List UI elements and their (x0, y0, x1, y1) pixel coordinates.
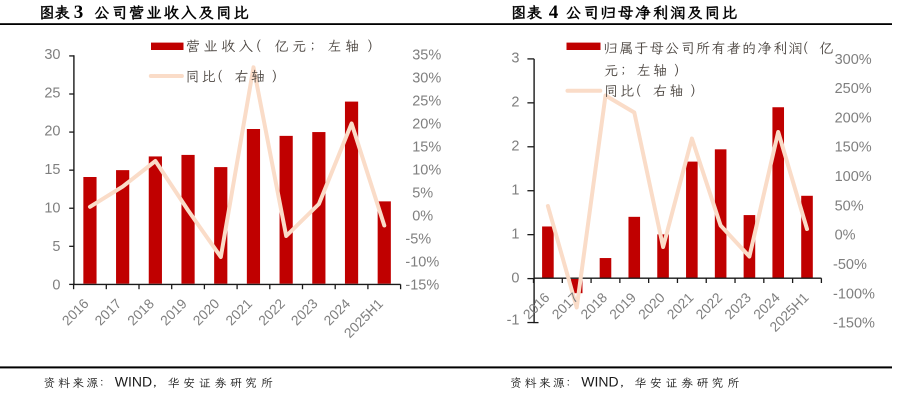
svg-text:15%: 15% (412, 139, 441, 155)
svg-text:2: 2 (511, 139, 519, 155)
svg-text:2021: 2021 (664, 290, 696, 322)
svg-text:-50%: -50% (833, 257, 867, 273)
svg-text:-150%: -150% (833, 316, 875, 332)
svg-text:-15%: -15% (405, 277, 439, 293)
svg-text:10: 10 (44, 201, 60, 217)
svg-text:WIND: WIND (581, 374, 618, 390)
svg-text:2023: 2023 (288, 296, 321, 329)
svg-text:-5%: -5% (405, 231, 431, 247)
svg-text:20%: 20% (412, 116, 441, 132)
svg-text:2020: 2020 (636, 290, 669, 323)
svg-text:2016: 2016 (59, 296, 92, 329)
svg-text:2022: 2022 (693, 290, 725, 322)
svg-text:WIND: WIND (115, 374, 152, 390)
svg-text:2016: 2016 (520, 290, 553, 323)
svg-text:3: 3 (74, 2, 84, 23)
svg-text:10%: 10% (412, 162, 441, 178)
svg-text:0%: 0% (835, 228, 856, 244)
svg-text:25%: 25% (412, 93, 441, 109)
svg-text:100%: 100% (835, 169, 872, 185)
svg-text:5%: 5% (412, 185, 433, 201)
svg-text:-100%: -100% (833, 286, 875, 302)
svg-text:2018: 2018 (578, 290, 611, 323)
svg-text:-1: -1 (507, 313, 520, 329)
svg-text:250%: 250% (835, 81, 872, 97)
svg-text:30: 30 (44, 47, 60, 63)
svg-text:25: 25 (44, 85, 60, 101)
svg-text:2023: 2023 (722, 290, 755, 323)
svg-text:2021: 2021 (223, 296, 255, 328)
svg-text:2018: 2018 (125, 296, 158, 329)
svg-text:3: 3 (511, 51, 519, 67)
svg-text:1: 1 (511, 227, 519, 243)
svg-text:300%: 300% (835, 52, 872, 68)
svg-text:-10%: -10% (405, 254, 439, 270)
svg-text:5: 5 (52, 239, 60, 255)
svg-text:2019: 2019 (158, 296, 191, 329)
svg-text:20: 20 (44, 124, 60, 140)
svg-text:2: 2 (511, 95, 519, 111)
svg-text:2020: 2020 (190, 296, 223, 329)
svg-text:50%: 50% (835, 198, 864, 214)
svg-text:30%: 30% (412, 70, 441, 86)
svg-text:150%: 150% (835, 140, 872, 156)
svg-text:1: 1 (511, 183, 519, 199)
svg-text:0%: 0% (412, 208, 433, 224)
svg-text:2017: 2017 (92, 296, 124, 328)
svg-text:15: 15 (44, 162, 60, 178)
svg-text:2022: 2022 (256, 296, 288, 328)
svg-text:0: 0 (511, 270, 519, 286)
svg-text:0: 0 (52, 277, 60, 293)
svg-text:200%: 200% (835, 110, 872, 126)
svg-text:4: 4 (549, 2, 559, 23)
svg-text:2019: 2019 (607, 290, 640, 323)
svg-text:35%: 35% (412, 47, 441, 63)
